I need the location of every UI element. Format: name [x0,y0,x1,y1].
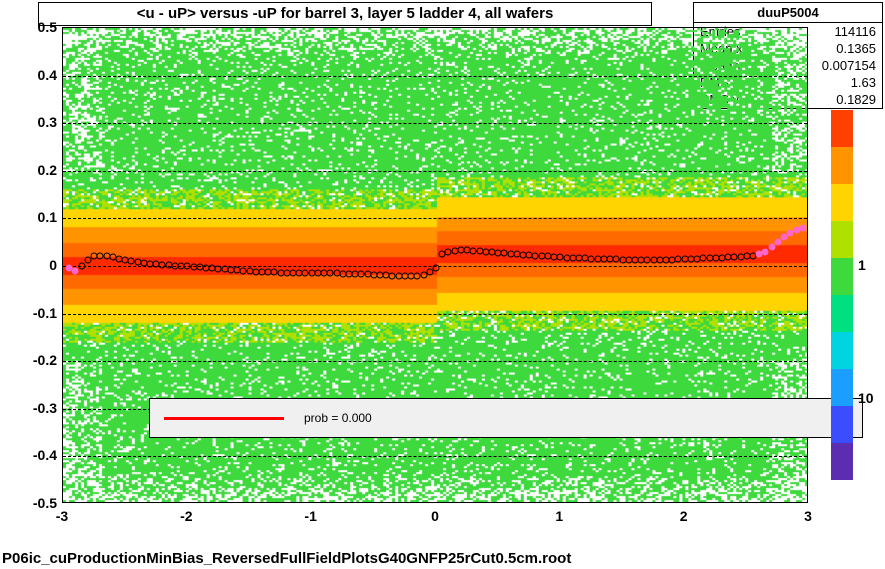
stats-meany-value: 0.007154 [822,58,876,73]
x-tick-label: -1 [304,508,316,524]
y-tick-label: -0.2 [33,352,57,368]
grid-line-h [63,266,807,267]
x-tick-label: -3 [56,508,68,524]
grid-line-h [63,314,807,315]
stats-entries-value: 114116 [835,24,876,39]
x-tick-label: 2 [680,508,688,524]
y-tick-label: 0 [49,257,57,273]
grid-line-h [63,456,807,457]
colorbar-segment [831,443,853,480]
colorbar-segment [831,295,853,332]
grid-line-h [63,218,807,219]
y-tick-label: 0.3 [38,114,57,130]
stats-rmsy-value: 0.1829 [836,92,876,107]
y-tick-label: 0.5 [38,19,57,35]
colorbar-segment [831,369,853,406]
plot-area: prob = 0.000 [62,27,808,503]
stats-name: duuP5004 [694,3,882,23]
colorbar-tick-label: 10 [858,390,874,406]
footer-filename: P06ic_cuProductionMinBias_ReversedFullFi… [2,550,571,567]
grid-line-h [63,361,807,362]
colorbar-segment [831,184,853,221]
colorbar [831,110,853,480]
y-tick-label: -0.4 [33,447,57,463]
legend-line [164,417,284,420]
stats-rmsx-value: 1.63 [851,75,876,90]
colorbar-tick-label: 1 [858,257,866,273]
x-tick-label: 3 [804,508,812,524]
grid-line-h [63,76,807,77]
x-tick-label: -2 [180,508,192,524]
x-tick-label: 1 [555,508,563,524]
y-tick-label: 0.1 [38,209,57,225]
y-tick-label: -0.5 [33,495,57,511]
y-tick-label: -0.3 [33,400,57,416]
colorbar-segment [831,110,853,147]
colorbar-segment [831,221,853,258]
colorbar-segment [831,258,853,295]
colorbar-segment [831,406,853,443]
stats-meanx-value: 0.1365 [836,41,876,56]
y-tick-label: -0.1 [33,305,57,321]
y-tick-label: 0.2 [38,162,57,178]
colorbar-segment [831,147,853,184]
grid-line-h [63,171,807,172]
x-tick-label: 0 [431,508,439,524]
grid-line-h [63,123,807,124]
legend-box: prob = 0.000 [149,398,863,438]
y-tick-label: 0.4 [38,67,57,83]
colorbar-segment [831,332,853,369]
plot-title: <u - uP> versus -uP for barrel 3, layer … [38,2,652,26]
legend-text: prob = 0.000 [304,411,372,425]
